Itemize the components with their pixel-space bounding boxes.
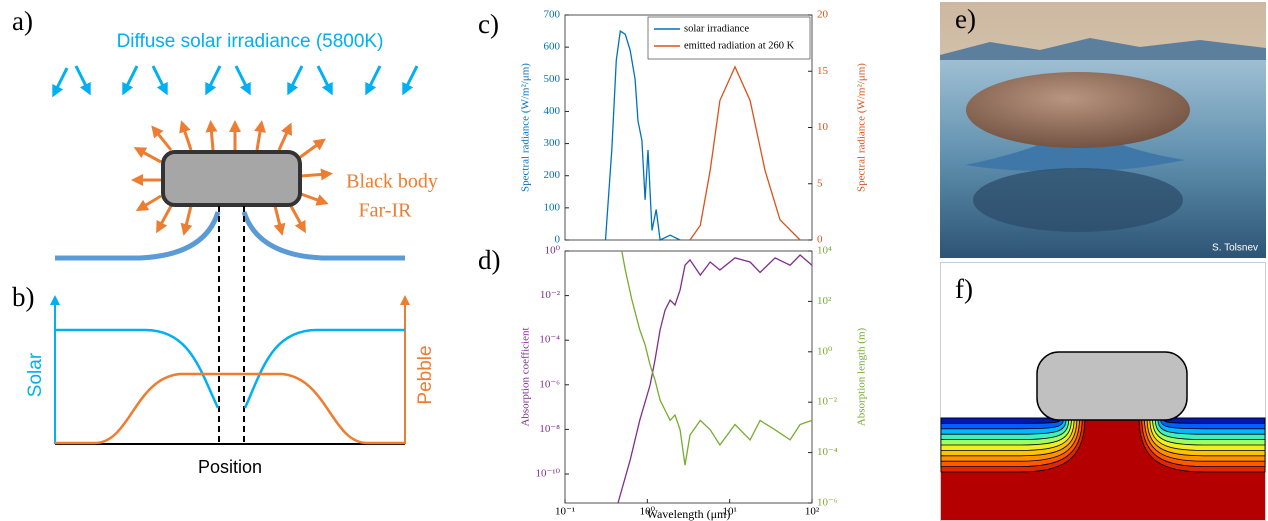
series-line <box>689 65 801 241</box>
panel-label: a) <box>12 6 33 36</box>
arrow <box>179 120 193 151</box>
arrow <box>316 65 333 96</box>
emission-arrows <box>131 120 333 236</box>
arrow <box>205 120 218 151</box>
arrow <box>135 194 162 212</box>
y2-tick-label: 5 <box>817 177 823 189</box>
surface <box>55 211 221 261</box>
arrow <box>151 125 173 151</box>
y-tick-label: 400 <box>544 105 561 117</box>
arrow <box>234 65 251 96</box>
y-axis-label: Spectral radiance (W/m²/μm) <box>520 63 532 192</box>
y2-axis-label: Spectral radiance (W/m²/μm) <box>856 63 868 192</box>
axis-label: Solar <box>25 352 46 397</box>
arrow <box>277 122 292 151</box>
solar-curve <box>243 328 405 409</box>
pebble-curve <box>55 372 405 445</box>
y2-tick-label: 20 <box>817 9 829 21</box>
y-tick-label: 700 <box>544 9 561 21</box>
y-tick-label: 10⁻⁶ <box>539 378 560 390</box>
legend-label: solar irradiance <box>684 23 749 34</box>
arrow <box>365 65 382 96</box>
arrow <box>298 138 326 160</box>
y2-axis-label: Absorption length (m) <box>856 327 868 426</box>
arrow <box>156 205 173 234</box>
solar-curve <box>55 328 220 409</box>
series-line <box>621 250 813 466</box>
y2-tick-label: 10⁻⁴ <box>817 446 838 458</box>
y2-tick-label: 10² <box>817 295 832 307</box>
sim-bands <box>940 417 1266 473</box>
series-line <box>617 254 813 504</box>
photo <box>940 2 1266 258</box>
incoming-label: Diffuse solar irradiance (5800K) <box>117 31 384 52</box>
arrow <box>180 205 193 236</box>
y2-tick-label: 10⁻² <box>817 396 838 408</box>
y-tick-label: 10⁻² <box>540 289 561 301</box>
arrow <box>300 168 333 181</box>
y-tick-label: 10⁻⁸ <box>539 423 560 435</box>
solar-arrows <box>52 65 419 98</box>
arrow <box>289 205 306 234</box>
panel-label: f) <box>955 274 973 304</box>
panel-label: c) <box>478 9 499 39</box>
y2-tick-label: 0 <box>817 234 823 246</box>
arrow <box>52 67 69 98</box>
x-tick-label: 10² <box>805 506 820 518</box>
series-line <box>604 30 681 241</box>
y-tick-label: 10⁻⁴ <box>539 334 560 346</box>
x-axis-label: Wavelength (μm) <box>647 507 731 521</box>
axis-label: Pebble <box>415 345 436 404</box>
surface <box>241 211 405 261</box>
y-tick-label: 600 <box>544 41 561 53</box>
y-tick-label: 500 <box>544 73 561 85</box>
emission-label: Black body <box>346 171 438 193</box>
x-tick-label: 10¹ <box>723 506 737 518</box>
y2-tick-label: 10 <box>817 121 829 133</box>
credit: S. Tolsnev <box>1212 243 1258 254</box>
x-tick-label: 10⁻¹ <box>555 506 575 518</box>
y2-tick-label: 10⁻⁶ <box>817 497 838 509</box>
plot-frame <box>564 250 813 504</box>
arrow <box>287 65 304 96</box>
y-axis-label: Absorption coefficient <box>520 327 532 426</box>
arrow <box>273 205 286 236</box>
x-tick-label: 10⁰ <box>640 506 656 518</box>
panel-label: b) <box>12 282 35 312</box>
pebble <box>1036 351 1188 421</box>
panel-label: d) <box>478 245 501 275</box>
arrow <box>402 65 419 96</box>
legend-label: emitted radiation at 260 K <box>684 40 795 51</box>
y-tick-label: 0 <box>555 234 561 246</box>
arrow <box>205 65 222 96</box>
emission-band: Far-IR <box>359 200 413 222</box>
y2-tick-label: 10⁴ <box>817 245 832 257</box>
y-tick-label: 200 <box>544 169 561 181</box>
arrow <box>74 65 91 96</box>
legend-box <box>647 16 811 60</box>
y2-tick-label: 15 <box>817 65 829 77</box>
y-tick-label: 100 <box>544 201 561 213</box>
y-tick-label: 10⁰ <box>545 245 561 257</box>
axis-label: Position <box>198 457 262 477</box>
y2-tick-label: 10⁰ <box>817 345 833 357</box>
arrow <box>254 120 266 151</box>
pebble <box>161 150 302 207</box>
arrow <box>122 65 139 96</box>
arrow <box>133 147 162 164</box>
arrow <box>300 192 329 206</box>
y-tick-label: 300 <box>544 137 561 149</box>
y-tick-label: 10⁻¹⁰ <box>535 468 560 480</box>
panel-label: e) <box>955 4 976 34</box>
arrow <box>151 65 168 96</box>
